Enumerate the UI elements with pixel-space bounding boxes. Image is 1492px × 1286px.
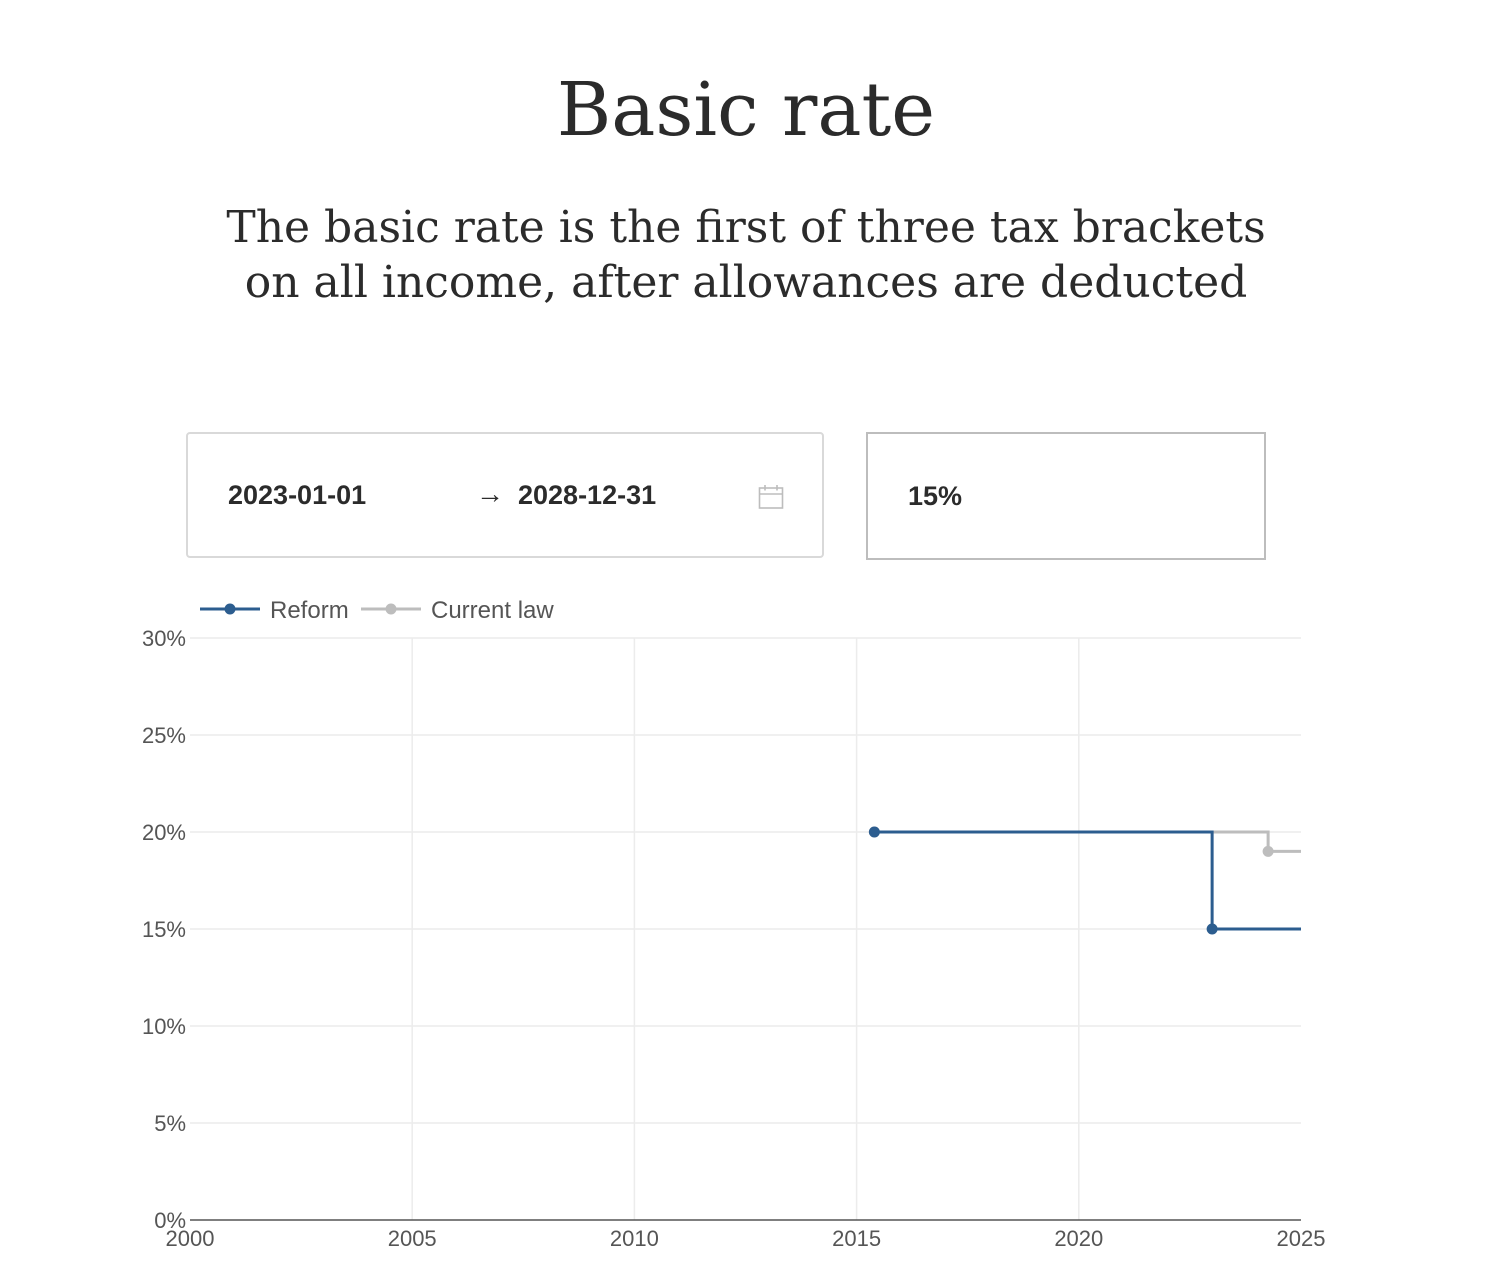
chart-series	[868, 826, 1301, 935]
chart-axes: 0% 5% 10% 15% 20% 25% 30% 2000 2005 2010 2015 2020 2…	[142, 626, 1326, 1251]
chart-legend: Reform Current law	[200, 597, 554, 624]
current-law-point	[1262, 845, 1274, 857]
x-tick-label: 2015	[832, 1226, 881, 1251]
reform-line	[874, 830, 1301, 931]
y-tick-label: 20%	[142, 820, 186, 845]
reform-point	[1206, 923, 1218, 935]
legend-marker-reform	[224, 603, 236, 615]
y-tick-label: 0%	[154, 1208, 186, 1233]
y-tick-label: 15%	[142, 917, 186, 942]
chart: 0% 5% 10% 15% 20% 25% 30% 2000 2005 2010 2015 2020 2…	[142, 597, 1326, 1251]
date-range-picker[interactable]: 2023-01-01 → 2028-12-31	[186, 432, 824, 558]
legend-label-reform: Reform	[270, 597, 349, 624]
date-end-field[interactable]: 2028-12-31	[518, 480, 657, 510]
date-range-arrow-icon: →	[476, 478, 504, 509]
calendar-icon[interactable]	[758, 484, 784, 510]
reform-point	[868, 826, 880, 838]
y-tick-label: 10%	[142, 1014, 186, 1039]
y-tick-label: 5%	[154, 1111, 186, 1136]
current-law-line	[874, 830, 1301, 853]
x-tick-label: 2010	[610, 1226, 659, 1251]
parameter-value-input[interactable]	[866, 432, 1266, 560]
chart-grid	[190, 637, 1301, 1220]
legend-label-current-law: Current law	[431, 597, 554, 624]
y-tick-label: 30%	[142, 626, 186, 651]
page-subtitle: The basic rate is the first of three tax…	[226, 202, 1266, 308]
date-start-field[interactable]: 2023-01-01	[228, 480, 367, 510]
x-tick-label: 2025	[1277, 1226, 1326, 1251]
x-tick-label: 2005	[388, 1226, 437, 1251]
y-tick-label: 25%	[142, 723, 186, 748]
x-tick-label: 2020	[1054, 1226, 1103, 1251]
page-title: Basic rate	[556, 67, 936, 153]
legend-marker-current-law	[385, 603, 397, 615]
x-tick-label: 2000	[166, 1226, 215, 1251]
